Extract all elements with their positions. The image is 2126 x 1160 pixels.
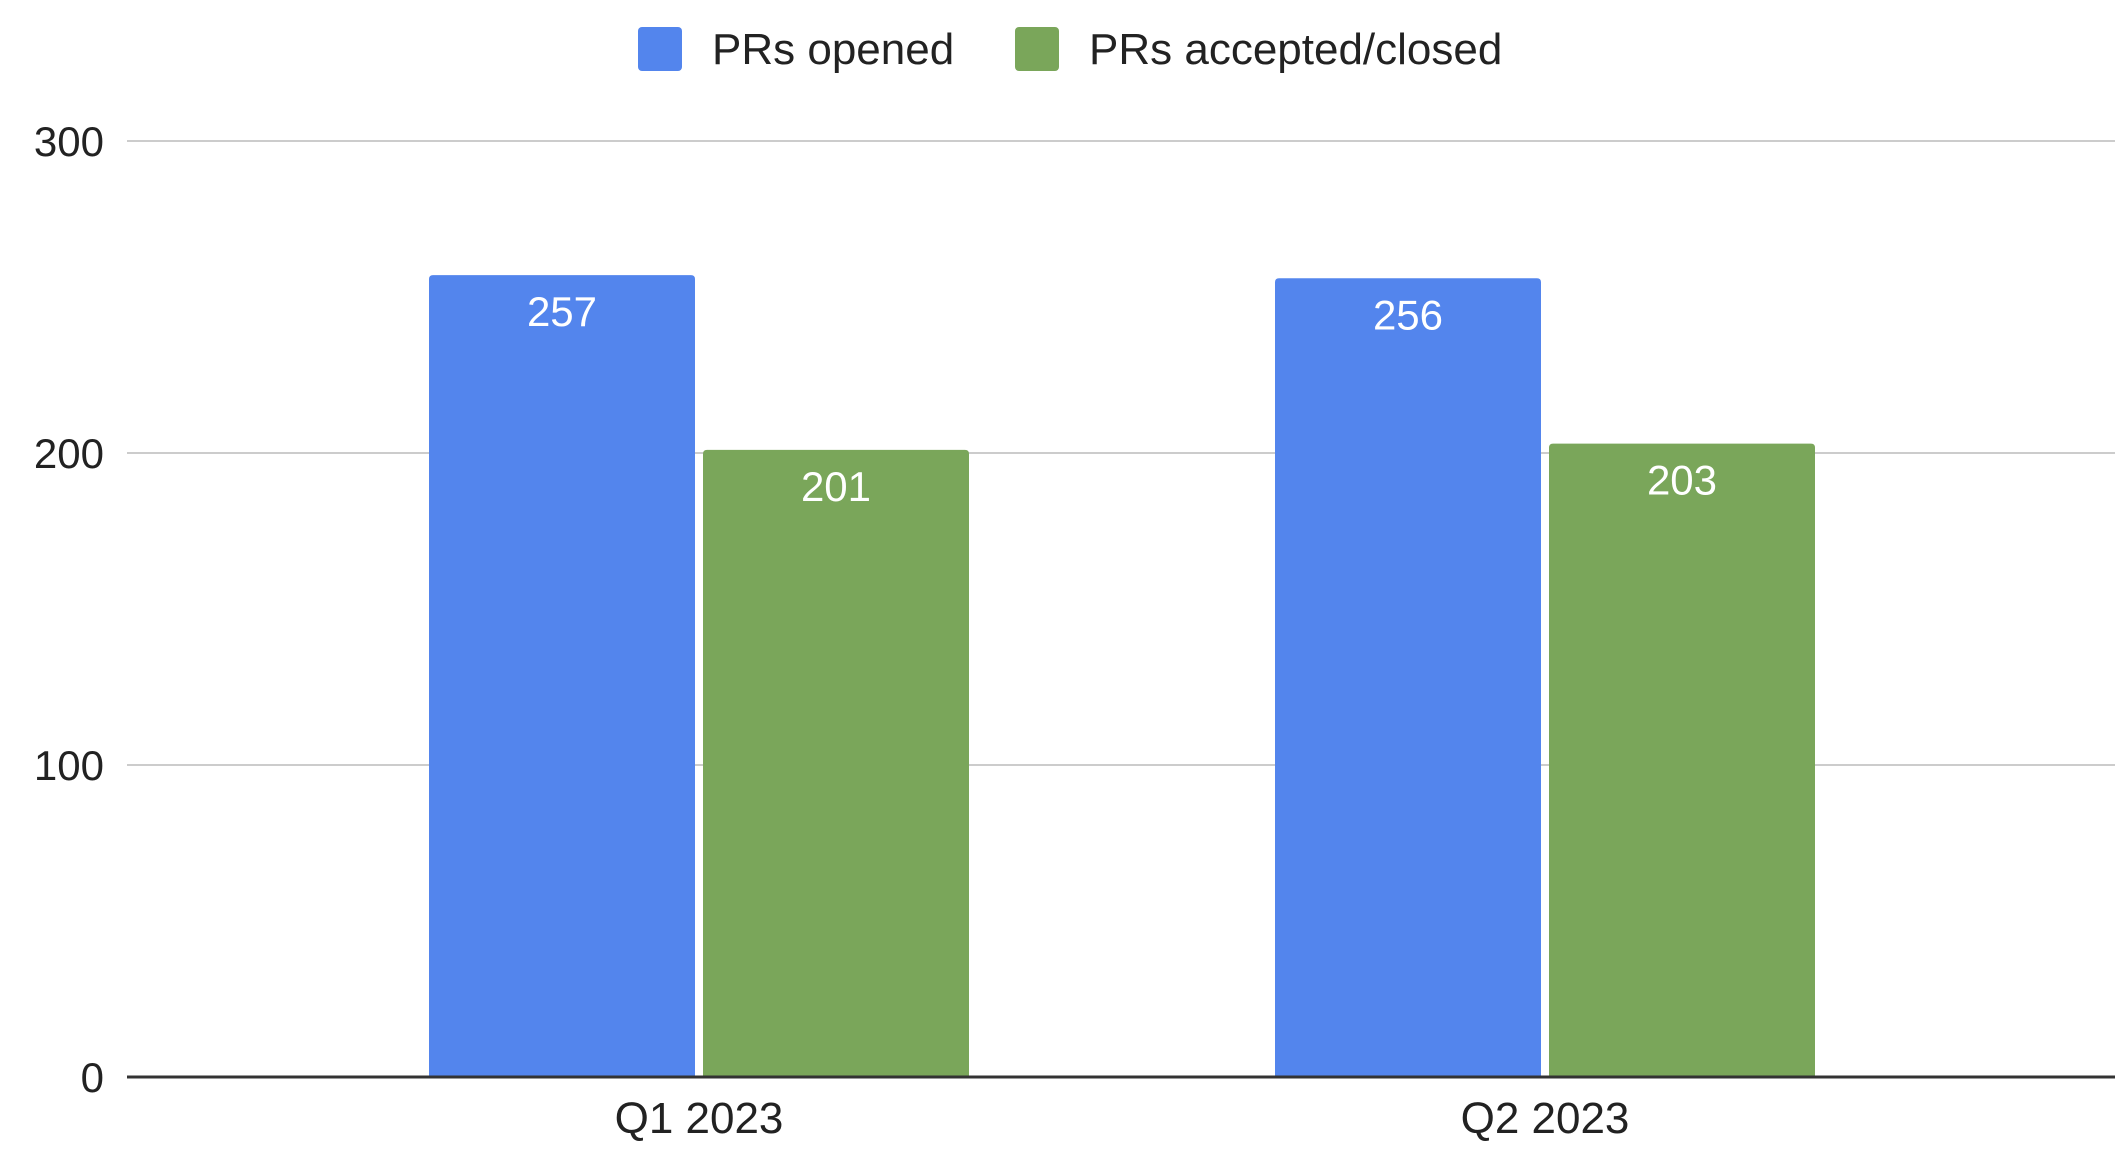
bar-prs-accepted-closed-q1: [703, 449, 969, 1077]
y-tick-label: 200: [34, 430, 104, 477]
gridlines: [127, 140, 2115, 766]
legend-swatch: [1015, 27, 1059, 71]
y-tick-label: 0: [81, 1054, 104, 1101]
y-tick-label: 100: [34, 742, 104, 789]
legend-label: PRs accepted/closed: [1089, 25, 1502, 74]
x-category-label: Q1 2023: [615, 1094, 784, 1143]
y-axis-ticks: 0 100 200 300: [34, 118, 104, 1101]
bars: 257 201 256 203: [429, 275, 1815, 1077]
bar-prs-opened-q2: [1275, 278, 1541, 1077]
legend-item-prs-accepted-closed: PRs accepted/closed: [1015, 25, 1502, 74]
legend-label: PRs opened: [712, 25, 954, 74]
x-axis-categories: Q1 2023 Q2 2023: [615, 1094, 1630, 1143]
bar-data-label: 257: [527, 288, 597, 335]
bar-data-label: 256: [1373, 291, 1443, 338]
bar-data-label: 201: [801, 463, 871, 510]
x-category-label: Q2 2023: [1461, 1094, 1630, 1143]
bar-prs-opened-q1: [429, 275, 695, 1077]
legend-swatch: [638, 27, 682, 71]
bar-prs-accepted-closed-q2: [1549, 443, 1815, 1077]
y-tick-label: 300: [34, 118, 104, 165]
bar-data-label: 203: [1647, 457, 1717, 504]
legend: PRs opened PRs accepted/closed: [638, 25, 1502, 74]
legend-item-prs-opened: PRs opened: [638, 25, 954, 74]
